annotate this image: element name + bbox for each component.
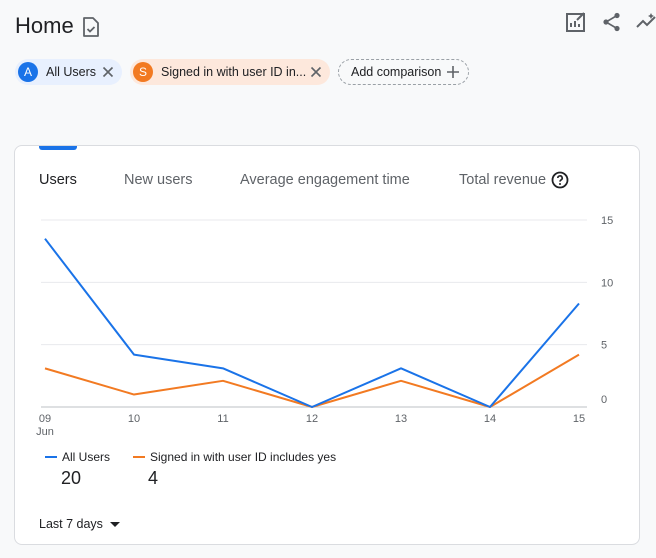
help-icon[interactable] [551, 171, 569, 189]
tab-total-revenue[interactable]: Total revenue [459, 172, 547, 188]
tab-average-engagement-time[interactable]: Average engagement time [240, 172, 410, 188]
report-check-icon[interactable] [82, 17, 100, 37]
comparison-chip-signed-in[interactable]: S Signed in with user ID in... [130, 59, 330, 85]
remove-comparison-icon[interactable] [100, 64, 116, 80]
legend-value-all-users: 20 [61, 468, 82, 488]
y-tick-label: 5 [601, 340, 607, 352]
legend-item-all-users: All Users [45, 450, 110, 464]
tab-new-users[interactable]: New users [124, 172, 193, 188]
add-comparison-label: Add comparison [351, 65, 442, 79]
x-tick-sublabel: Jun [36, 426, 54, 438]
comparison-label: Signed in with user ID in... [161, 65, 307, 79]
date-range-label: Last 7 days [39, 517, 103, 531]
legend-swatch [133, 456, 145, 458]
series-line [44, 353, 580, 408]
legend-label: All Users [62, 450, 111, 464]
x-tick-label: 12 [306, 413, 318, 425]
remove-comparison-icon[interactable] [308, 64, 324, 80]
y-tick-label: 0 [601, 394, 607, 406]
legend-swatch [45, 456, 57, 458]
active-tab-indicator [39, 146, 77, 150]
x-tick-label: 09 [39, 413, 51, 425]
legend-label: Signed in with user ID includes yes [150, 450, 337, 464]
tab-users[interactable]: Users [39, 172, 77, 188]
comparison-badge: S [133, 62, 153, 82]
x-tick-label: 15 [573, 413, 585, 425]
comparison-label: All Users [46, 65, 97, 79]
y-tick-label: 10 [601, 277, 613, 289]
legend-item-signed-in: Signed in with user ID includes yes [133, 450, 336, 464]
page-title: Home [15, 13, 74, 38]
comparison-badge: A [18, 62, 38, 82]
x-tick-label: 14 [484, 413, 496, 425]
legend-value-signed-in: 4 [148, 468, 159, 488]
comparison-chip-all-users[interactable]: A All Users [15, 59, 122, 85]
page-header: Home A All Users S Signed in with user I… [0, 0, 656, 120]
overview-card: Users New users Average engagement time … [14, 145, 640, 545]
customize-report-icon[interactable] [565, 11, 587, 33]
series-line [44, 238, 580, 408]
users-line-chart: 15 10 5 0 09 10 11 12 13 14 15 Jun [36, 215, 613, 438]
add-comparison-button[interactable]: Add comparison [338, 59, 469, 85]
date-range-selector[interactable]: Last 7 days [39, 517, 120, 531]
y-tick-label: 15 [601, 215, 613, 227]
dropdown-caret-icon [109, 522, 120, 527]
plus-icon [447, 66, 459, 78]
share-icon[interactable] [601, 11, 623, 33]
x-tick-label: 13 [395, 413, 407, 425]
x-tick-label: 10 [128, 413, 140, 425]
insights-icon[interactable] [636, 11, 656, 33]
x-tick-label: 11 [217, 413, 228, 425]
